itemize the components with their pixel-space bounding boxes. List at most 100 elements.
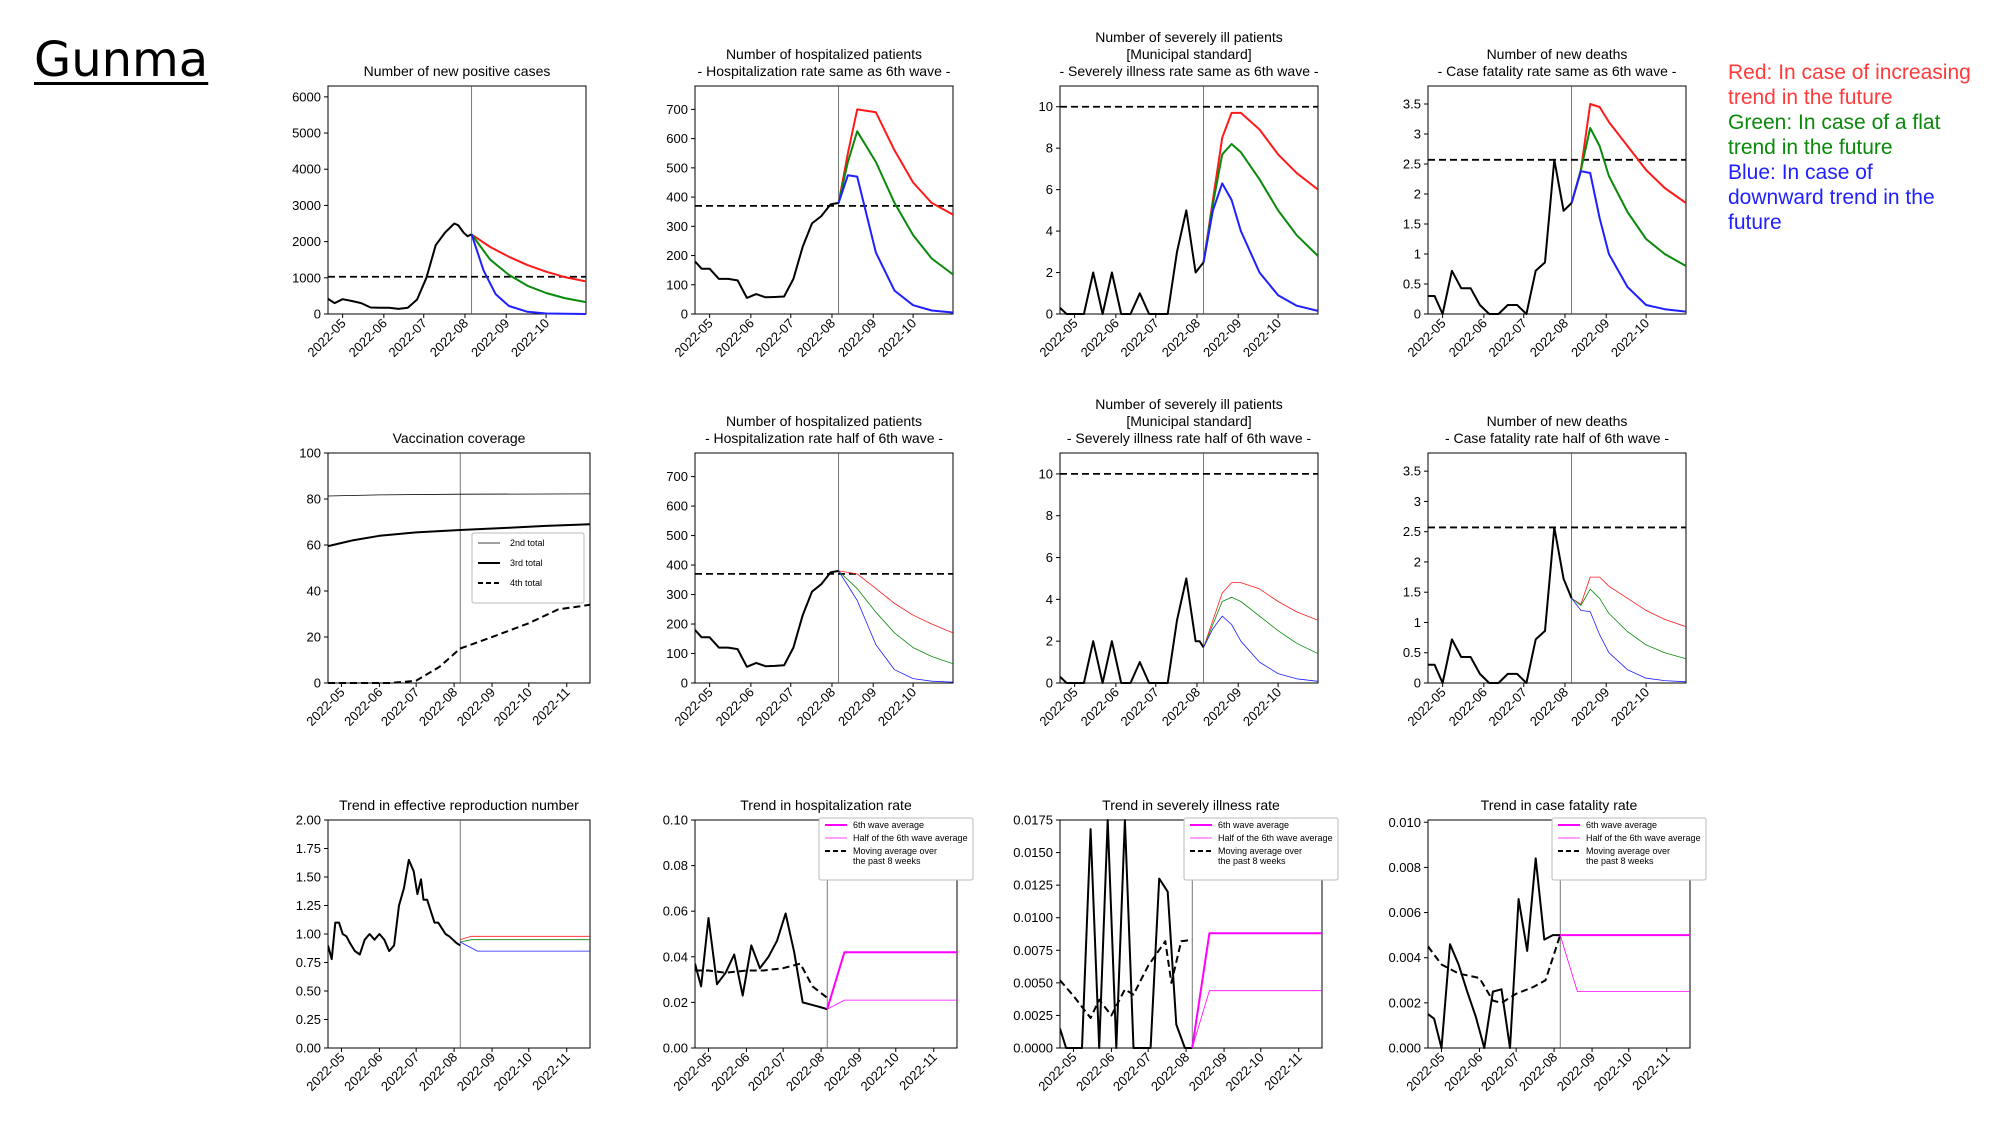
y-tick-label: 0.75 — [296, 955, 321, 970]
plot-frame — [327, 452, 591, 684]
plot-frame — [327, 819, 591, 1049]
x-tick-label: 2022-10 — [1223, 1050, 1267, 1094]
chart-title: Trend in severely illness rate — [1102, 797, 1280, 813]
x-tick-label: 2022-09 — [835, 685, 879, 729]
x-tick-label: 2022-09 — [454, 685, 498, 729]
series-line-black — [695, 569, 839, 668]
x-tick-label: 2022-05 — [671, 685, 715, 729]
x-tick-label: 2022-10 — [1240, 316, 1284, 360]
x-tick-label: 2022-08 — [1527, 685, 1571, 729]
series-line-blue — [470, 234, 586, 315]
chart-legend: 6th wave average Half of the 6th wave ave… — [1183, 817, 1339, 881]
x-tick-label: 2022-08 — [1516, 1050, 1560, 1094]
x-tick-label: 2022-05 — [303, 1050, 347, 1094]
series-line-blue — [1570, 170, 1686, 313]
x-tick-label: 2022-05 — [1404, 685, 1448, 729]
x-tick-label: 2022-06 — [341, 1050, 385, 1094]
chart-severe_half: Number of severely ill patients[Municipa… — [1036, 396, 1319, 729]
x-tick-label: 2022-08 — [416, 685, 460, 729]
y-tick-label: 0.0075 — [1013, 943, 1053, 958]
series-line-black — [695, 912, 828, 1011]
chart-title: Number of severely ill patients — [1095, 29, 1283, 45]
chart-title: - Hospitalization rate same as 6th wave … — [698, 63, 951, 79]
y-tick-label: 2 — [1414, 187, 1421, 202]
x-tick-label: 2022-08 — [427, 316, 471, 360]
y-tick-label: 0.0100 — [1013, 910, 1053, 925]
y-tick-label: 3.5 — [1403, 464, 1421, 479]
y-tick-label: 100 — [666, 646, 688, 661]
series-line-magenta-thin — [1559, 934, 1690, 992]
series-line-black-dash — [1428, 934, 1562, 1004]
y-tick-label: 0.08 — [663, 858, 688, 873]
y-tick-label: 0 — [314, 676, 321, 691]
legend-label: Moving average over — [1218, 846, 1302, 856]
y-tick-label: 3 — [1414, 494, 1421, 509]
y-tick-label: 500 — [666, 528, 688, 543]
x-tick-label: 2022-11 — [1629, 1050, 1673, 1094]
legend-box — [818, 817, 974, 881]
y-tick-label: 0.10 — [663, 813, 688, 828]
y-tick-label: 0.50 — [296, 984, 321, 999]
x-tick-label: 2022-06 — [713, 316, 757, 360]
series-line-red-thin — [838, 570, 953, 634]
x-tick-label: 2022-08 — [1159, 685, 1203, 729]
y-tick-label: 0.008 — [1388, 860, 1421, 875]
x-tick-label: 2022-07 — [753, 316, 797, 360]
chart-title: - Case fatality rate half of 6th wave - — [1445, 430, 1669, 446]
y-tick-label: 0.0125 — [1013, 878, 1053, 893]
y-tick-label: 0.006 — [1388, 905, 1421, 920]
y-tick-label: 8 — [1046, 508, 1053, 523]
x-tick-label: 2022-11 — [1261, 1050, 1305, 1094]
y-tick-label: 0.0150 — [1013, 845, 1053, 860]
x-tick-label: 2022-09 — [835, 316, 879, 360]
series-line-magenta — [826, 951, 957, 1010]
series-line-black-dash — [328, 603, 590, 684]
x-tick-label: 2022-09 — [1568, 685, 1612, 729]
chart-deaths_half: Number of new deaths- Case fatality rate… — [1403, 413, 1687, 729]
x-tick-label: 2022-07 — [1118, 685, 1162, 729]
series-line-black — [695, 201, 839, 299]
y-tick-label: 8 — [1046, 141, 1053, 156]
series-line-magenta-thin — [1191, 990, 1322, 1049]
y-tick-label: 600 — [666, 499, 688, 514]
x-tick-label: 2022-09 — [1568, 316, 1612, 360]
y-tick-label: 20 — [307, 630, 321, 645]
x-tick-label: 2022-09 — [1200, 316, 1244, 360]
y-tick-label: 0.25 — [296, 1012, 321, 1027]
y-tick-label: 80 — [307, 492, 321, 507]
legend-label: Moving average over — [853, 846, 937, 856]
x-tick-label: 2022-05 — [1404, 316, 1448, 360]
x-tick-label: 2022-05 — [670, 1050, 714, 1094]
y-tick-label: 4 — [1046, 224, 1053, 239]
series-line-black — [1060, 819, 1193, 1049]
x-tick-label: 2022-10 — [508, 316, 552, 360]
x-tick-label: 2022-07 — [378, 1050, 422, 1094]
y-tick-label: 0.5 — [1403, 277, 1421, 292]
x-tick-label: 2022-06 — [1441, 1050, 1485, 1094]
chart-title: - Case fatality rate same as 6th wave - — [1438, 63, 1677, 79]
x-tick-label: 2022-08 — [794, 685, 838, 729]
series-line-blue-thin — [838, 570, 953, 683]
y-tick-label: 1.00 — [296, 927, 321, 942]
y-tick-label: 0.5 — [1403, 645, 1421, 660]
x-tick-label: 2022-08 — [1159, 316, 1203, 360]
series-line-black — [1428, 158, 1573, 315]
chart-title: Number of severely ill patients — [1095, 396, 1283, 412]
chart-fatality_rate: Trend in case fatality rate 0.000 0.002 0.0… — [1388, 797, 1707, 1094]
y-tick-label: 100 — [299, 446, 321, 461]
y-tick-label: 2.5 — [1403, 157, 1421, 172]
series-line-red — [1570, 103, 1686, 204]
series-line-black — [328, 222, 473, 310]
x-tick-label: 2022-06 — [341, 685, 385, 729]
legend-label: the past 8 weeks — [853, 856, 921, 866]
y-tick-label: 0 — [1046, 307, 1053, 322]
y-tick-label: 0.02 — [663, 995, 688, 1010]
y-tick-label: 1 — [1414, 247, 1421, 262]
y-tick-label: 1 — [1414, 615, 1421, 630]
x-tick-label: 2022-10 — [1591, 1050, 1635, 1094]
y-tick-label: 1000 — [292, 270, 321, 285]
y-tick-label: 0.0050 — [1013, 975, 1053, 990]
y-tick-label: 2000 — [292, 234, 321, 249]
x-tick-label: 2022-09 — [1554, 1050, 1598, 1094]
series-line-red-thin — [1571, 576, 1686, 628]
